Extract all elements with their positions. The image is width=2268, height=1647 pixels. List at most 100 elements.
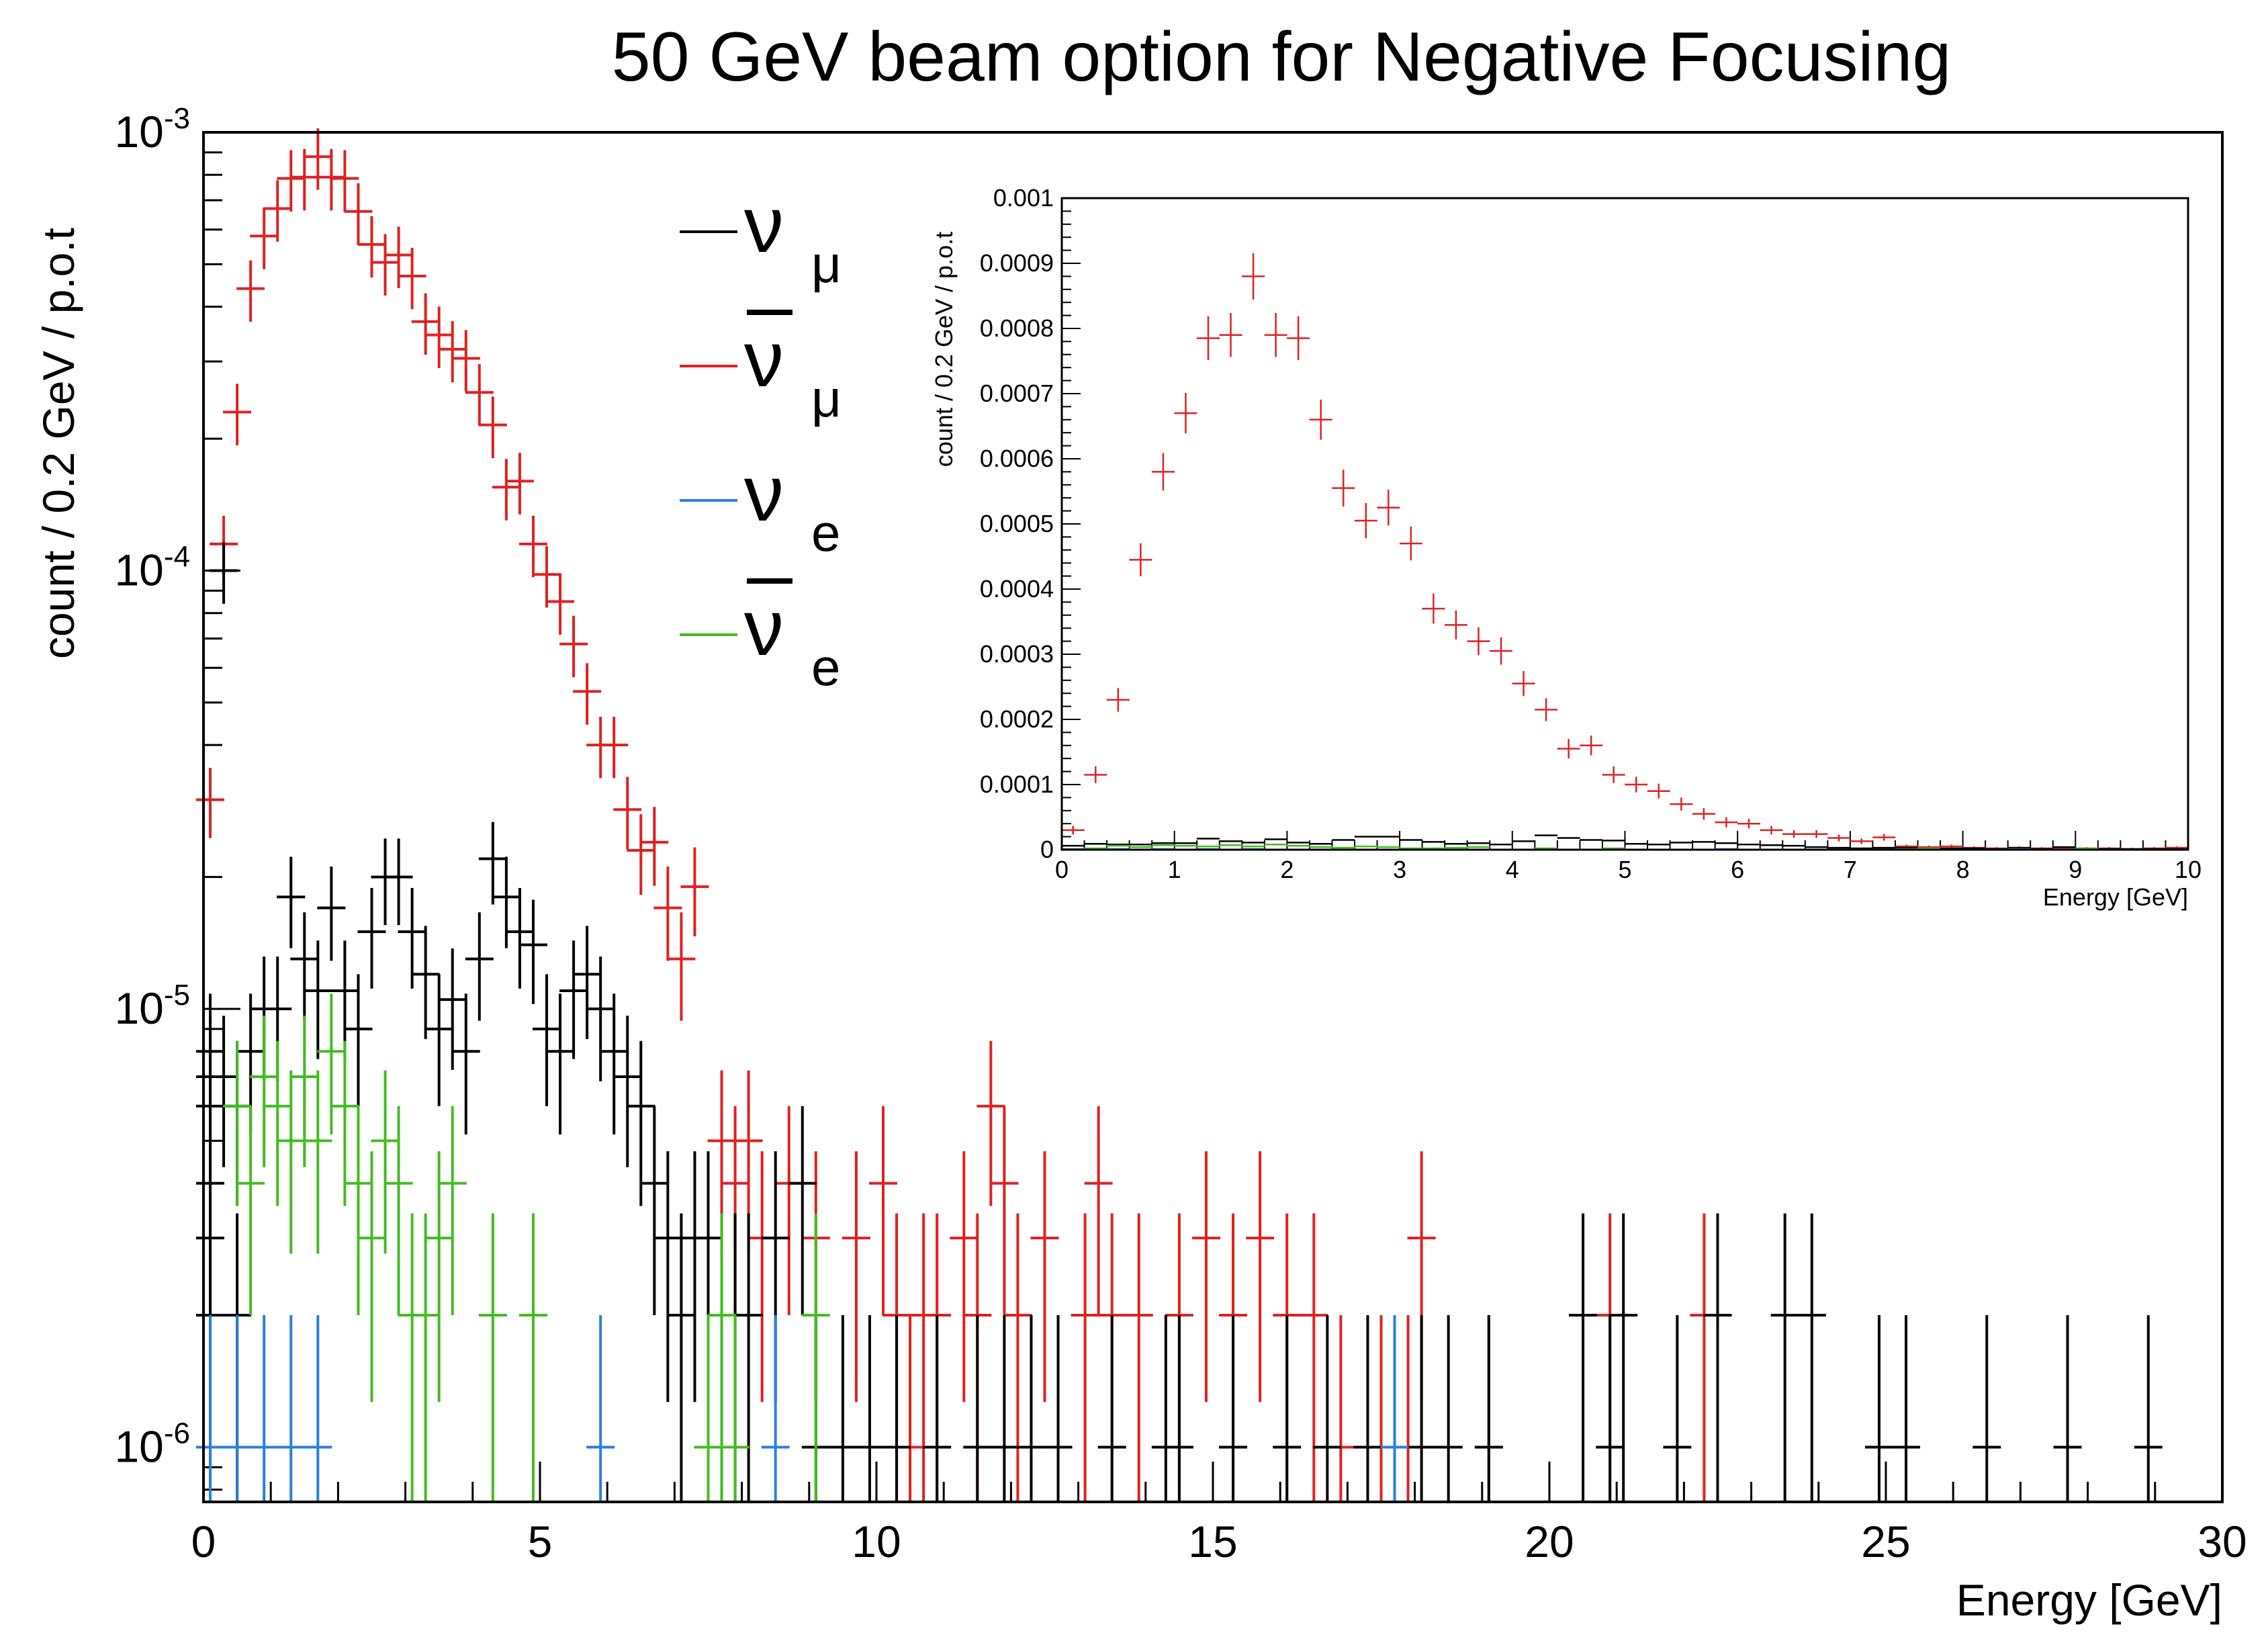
inset-data-point (1580, 736, 1603, 756)
y-tick-label: 10-3 (114, 102, 190, 157)
chart-title: 50 GeV beam option for Negative Focusing (612, 18, 1951, 96)
inset-x-tick-label: 1 (1168, 856, 1181, 883)
data-point (882, 1315, 911, 1502)
series-nue (196, 1315, 1409, 1502)
inset-data-point (1625, 776, 1648, 793)
data-point (559, 615, 588, 678)
data-point (1084, 1106, 1113, 1316)
data-point (788, 1106, 817, 1316)
main-data-points (196, 128, 2163, 1502)
inset-data-point (1782, 830, 1806, 838)
data-point (842, 1151, 870, 1403)
data-point (290, 912, 319, 1021)
inset-data-point (1872, 834, 1896, 841)
inset-x-tick-label: 8 (1956, 856, 1970, 883)
data-point (546, 993, 575, 1134)
inset-data-point (1242, 253, 1265, 300)
inset-data-point (1805, 830, 1828, 838)
data-point (977, 1040, 1005, 1206)
data-point (734, 1213, 763, 1502)
x-tick-label: 10 (852, 1517, 901, 1566)
data-point (344, 1106, 373, 1316)
data-point (855, 1315, 884, 1502)
data-point (667, 912, 696, 1021)
x-tick-label: 15 (1188, 1517, 1237, 1566)
data-point (1273, 1315, 1302, 1502)
inset-data-point (1174, 392, 1197, 434)
inset-data-point (1670, 797, 1693, 811)
y-axis-label: count / 0.2 GeV / p.o.t (34, 228, 83, 659)
inset-data-point (1692, 808, 1715, 820)
main-plot-frame (202, 131, 2224, 1503)
data-point (546, 573, 575, 635)
inset-data-point (1197, 316, 1220, 361)
data-point (923, 1315, 952, 1502)
data-point (761, 1315, 790, 1502)
data-point (277, 1315, 306, 1502)
inset-data-point (1467, 627, 1490, 656)
inset-y-axis-label: count / 0.2 GeV / p.o.t (930, 232, 958, 467)
x-tick-label: 5 (528, 1517, 553, 1566)
data-point (828, 1315, 857, 1502)
inset-data-point (1106, 688, 1130, 712)
data-point (586, 956, 615, 1081)
inset-data-point (1444, 610, 1467, 639)
data-point (2134, 1315, 2163, 1502)
data-point (573, 926, 602, 1039)
inset-x-tick-label: 3 (1393, 856, 1406, 883)
inset-data-point (1264, 312, 1287, 357)
inset-data-point (1715, 817, 1738, 828)
data-point (344, 183, 373, 245)
legend-symbol: ν (744, 181, 784, 269)
data-point (398, 888, 426, 989)
data-point (990, 1315, 1019, 1502)
data-point (627, 1040, 655, 1206)
data-point (438, 320, 467, 383)
data-point (250, 1016, 279, 1167)
data-point (451, 330, 480, 392)
data-point (344, 974, 373, 1106)
data-point (250, 1315, 279, 1502)
data-point (384, 226, 413, 289)
data-point (223, 1315, 252, 1502)
data-point (1407, 1315, 1436, 1502)
inset-data-point (1151, 453, 1175, 491)
data-point (1609, 1213, 1638, 1502)
inset-x-tick-label: 7 (1844, 856, 1857, 883)
inset-y-tick-label: 0 (1040, 836, 1054, 863)
data-point (613, 1016, 642, 1167)
data-point (1569, 1213, 1598, 1502)
series-antinue (223, 993, 830, 1502)
data-point (559, 940, 588, 1059)
legend-subscript: μ (811, 234, 842, 294)
inset-data-point (1332, 470, 1355, 507)
data-point (1434, 1315, 1463, 1502)
inset-x-tick-label: 9 (2069, 856, 2082, 883)
data-point (330, 150, 359, 212)
data-point (411, 926, 440, 1039)
data-point (680, 847, 709, 936)
data-point (1972, 1315, 2001, 1502)
inset-x-tick-label: 0 (1055, 856, 1069, 883)
inset-data-point (1760, 826, 1783, 835)
data-point (1165, 1315, 1193, 1502)
data-point (317, 866, 346, 961)
data-point (1071, 1213, 1099, 1502)
data-point (317, 993, 346, 1134)
inset-x-tick-label: 6 (1731, 856, 1744, 883)
data-point (1246, 1151, 1275, 1403)
data-point (236, 1106, 265, 1316)
legend-symbol: ν (744, 315, 784, 404)
data-point (196, 768, 225, 838)
inset-data-point (1737, 818, 1760, 829)
data-point (1380, 1315, 1409, 1502)
data-point (371, 1070, 400, 1254)
data-point (1797, 1213, 1826, 1502)
inset-data-point (1422, 593, 1445, 624)
x-axis-label: Energy [GeV] (1956, 1575, 2222, 1625)
